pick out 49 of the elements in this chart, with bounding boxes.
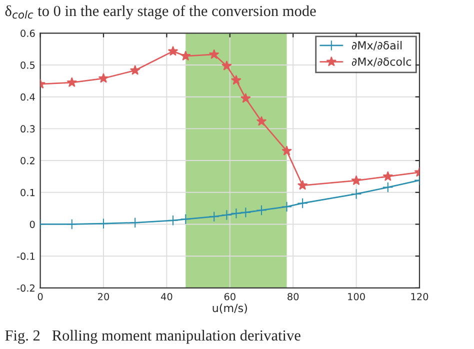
point [208,49,220,59]
point [98,218,109,229]
point [222,60,232,70]
y-tick-label: 0.4 [20,93,35,101]
point [350,188,362,200]
point [130,65,140,75]
point [297,198,308,209]
y-tick-label: 0.5 [20,61,35,69]
point [256,204,267,216]
y-tick-label: 0 [30,220,35,228]
y-tick-label: 0.6 [20,30,35,37]
text: δ$_{colc}$ to 0 in the early stage of the conversion mode [5,5,316,20]
point [66,218,78,230]
point [351,175,362,186]
point [256,116,267,126]
point [221,210,232,220]
point [282,146,292,156]
point [297,180,308,190]
caption: Fig. 2 Rolling moment manipulation derivative [5,330,300,344]
x-tick-label: 120 [411,292,428,300]
x-tick-label: 100 [348,292,365,300]
legend-label: ∂Mx/∂δail [352,40,402,50]
point [240,93,251,103]
point [208,211,220,222]
point [231,74,242,85]
point [382,171,394,181]
x-axis-title: u(m/s) [212,304,247,314]
point [180,214,192,225]
point [180,50,191,61]
point [230,208,242,219]
point [240,207,252,218]
point [168,46,178,56]
point [281,201,292,212]
x-tick-label: 0 [38,292,43,300]
point [98,72,109,83]
point [168,215,178,226]
x-tick-label: 80 [288,292,299,300]
y-tick-label: -0.2 [16,284,34,292]
y-tick-label: -0.1 [16,252,35,260]
x-tick-label: 20 [98,292,110,300]
point [130,217,140,228]
x-tick-label: 60 [224,292,236,300]
point [66,77,78,87]
y-tick-label: 0.3 [20,125,35,133]
point [382,182,394,193]
y-tick-label: 0.2 [20,157,34,164]
legend-label: ∂Mx/∂δcolc [352,57,412,67]
x-tick-label: 40 [160,292,172,300]
y-tick-label: 0.1 [20,188,35,196]
